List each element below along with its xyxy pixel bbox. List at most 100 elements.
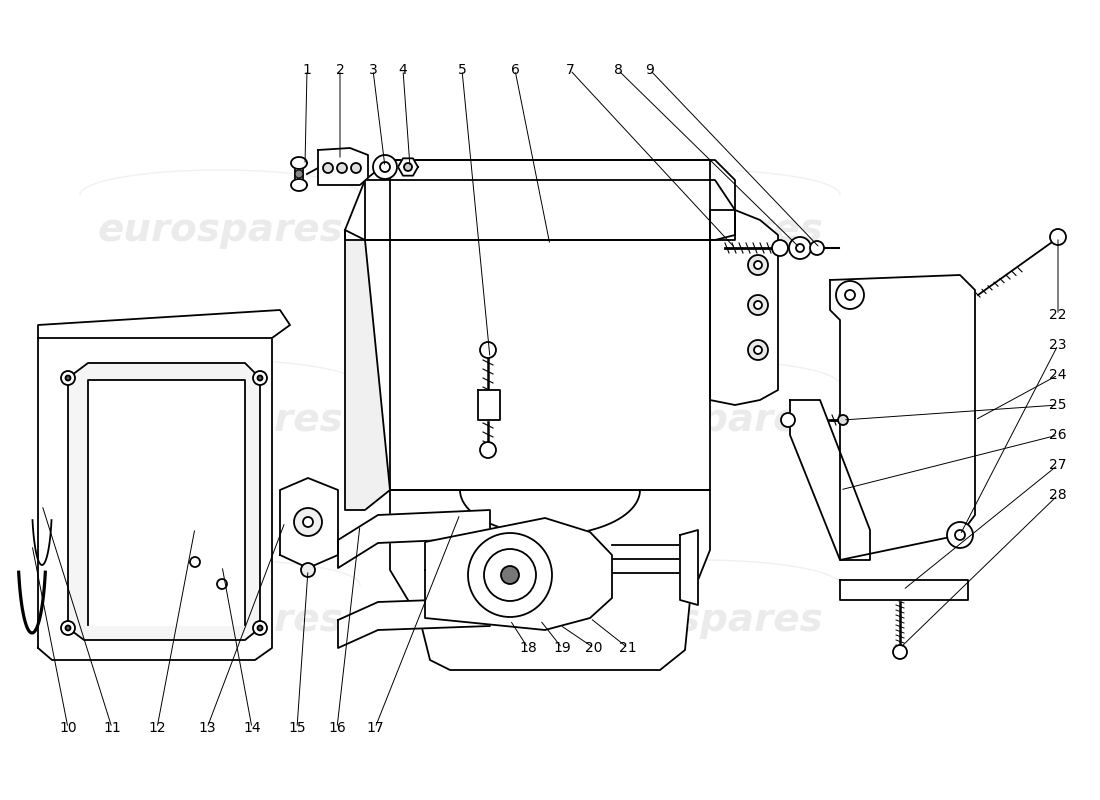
Circle shape bbox=[955, 530, 965, 540]
Text: 1: 1 bbox=[302, 63, 311, 77]
Circle shape bbox=[468, 533, 552, 617]
Polygon shape bbox=[338, 510, 490, 568]
Circle shape bbox=[748, 340, 768, 360]
Polygon shape bbox=[365, 160, 735, 240]
Polygon shape bbox=[840, 580, 968, 600]
Circle shape bbox=[373, 155, 397, 179]
Text: eurospares: eurospares bbox=[578, 401, 823, 439]
Circle shape bbox=[1050, 229, 1066, 245]
Text: 22: 22 bbox=[1049, 308, 1067, 322]
Polygon shape bbox=[398, 158, 418, 176]
Text: 14: 14 bbox=[243, 721, 261, 735]
Circle shape bbox=[60, 621, 75, 635]
Polygon shape bbox=[318, 148, 368, 185]
Circle shape bbox=[754, 346, 762, 354]
Text: 17: 17 bbox=[366, 721, 384, 735]
Text: 20: 20 bbox=[585, 641, 603, 655]
Circle shape bbox=[796, 244, 804, 252]
Polygon shape bbox=[390, 160, 710, 490]
Polygon shape bbox=[680, 530, 698, 605]
Polygon shape bbox=[478, 390, 500, 420]
Text: 12: 12 bbox=[148, 721, 166, 735]
Circle shape bbox=[893, 645, 907, 659]
Text: eurospares: eurospares bbox=[97, 211, 343, 249]
Text: 28: 28 bbox=[1049, 488, 1067, 502]
Text: 9: 9 bbox=[646, 63, 654, 77]
Circle shape bbox=[253, 371, 267, 385]
Polygon shape bbox=[68, 363, 260, 640]
Polygon shape bbox=[292, 179, 307, 191]
Text: 15: 15 bbox=[288, 721, 306, 735]
Text: 6: 6 bbox=[510, 63, 519, 77]
Polygon shape bbox=[88, 380, 245, 625]
Circle shape bbox=[60, 371, 75, 385]
Circle shape bbox=[302, 517, 313, 527]
Text: 2: 2 bbox=[336, 63, 344, 77]
Text: 27: 27 bbox=[1049, 458, 1067, 472]
Polygon shape bbox=[710, 210, 778, 405]
Circle shape bbox=[748, 295, 768, 315]
Polygon shape bbox=[295, 159, 302, 185]
Text: 24: 24 bbox=[1049, 368, 1067, 382]
Text: 23: 23 bbox=[1049, 338, 1067, 352]
Circle shape bbox=[294, 508, 322, 536]
Polygon shape bbox=[425, 518, 612, 630]
Text: eurospares: eurospares bbox=[97, 601, 343, 639]
Text: 21: 21 bbox=[619, 641, 637, 655]
Circle shape bbox=[404, 163, 412, 171]
Circle shape bbox=[754, 261, 762, 269]
Circle shape bbox=[500, 566, 519, 584]
Text: 11: 11 bbox=[103, 721, 121, 735]
Text: eurospares: eurospares bbox=[97, 401, 343, 439]
Polygon shape bbox=[280, 478, 338, 568]
Text: 13: 13 bbox=[198, 721, 216, 735]
Circle shape bbox=[379, 162, 390, 172]
Circle shape bbox=[253, 621, 267, 635]
Text: 18: 18 bbox=[519, 641, 537, 655]
Circle shape bbox=[323, 163, 333, 173]
Text: 7: 7 bbox=[565, 63, 574, 77]
Circle shape bbox=[480, 442, 496, 458]
Polygon shape bbox=[830, 275, 975, 560]
Text: 4: 4 bbox=[398, 63, 407, 77]
Circle shape bbox=[845, 290, 855, 300]
Polygon shape bbox=[39, 325, 272, 660]
Text: 8: 8 bbox=[614, 63, 623, 77]
Polygon shape bbox=[345, 230, 390, 510]
Polygon shape bbox=[292, 157, 307, 169]
Circle shape bbox=[217, 579, 227, 589]
Polygon shape bbox=[338, 598, 490, 648]
Circle shape bbox=[351, 163, 361, 173]
Circle shape bbox=[480, 342, 496, 358]
Text: 26: 26 bbox=[1049, 428, 1067, 442]
Polygon shape bbox=[390, 490, 710, 670]
Text: 16: 16 bbox=[328, 721, 345, 735]
Text: 10: 10 bbox=[59, 721, 77, 735]
Circle shape bbox=[190, 557, 200, 567]
Circle shape bbox=[66, 626, 70, 630]
Circle shape bbox=[301, 563, 315, 577]
Circle shape bbox=[257, 626, 263, 630]
Circle shape bbox=[836, 281, 864, 309]
Circle shape bbox=[947, 522, 974, 548]
Text: 25: 25 bbox=[1049, 398, 1067, 412]
Circle shape bbox=[789, 237, 811, 259]
Polygon shape bbox=[345, 180, 735, 240]
Text: eurospares: eurospares bbox=[578, 601, 823, 639]
Circle shape bbox=[257, 375, 263, 381]
Text: eurospares: eurospares bbox=[578, 211, 823, 249]
Polygon shape bbox=[39, 310, 290, 338]
Text: 19: 19 bbox=[553, 641, 571, 655]
Text: 3: 3 bbox=[368, 63, 377, 77]
Circle shape bbox=[754, 301, 762, 309]
Circle shape bbox=[337, 163, 346, 173]
Circle shape bbox=[295, 170, 302, 178]
Circle shape bbox=[484, 549, 536, 601]
Circle shape bbox=[772, 240, 788, 256]
Circle shape bbox=[781, 413, 795, 427]
Text: 5: 5 bbox=[458, 63, 466, 77]
Circle shape bbox=[66, 375, 70, 381]
Circle shape bbox=[810, 241, 824, 255]
Polygon shape bbox=[790, 400, 870, 560]
Circle shape bbox=[748, 255, 768, 275]
